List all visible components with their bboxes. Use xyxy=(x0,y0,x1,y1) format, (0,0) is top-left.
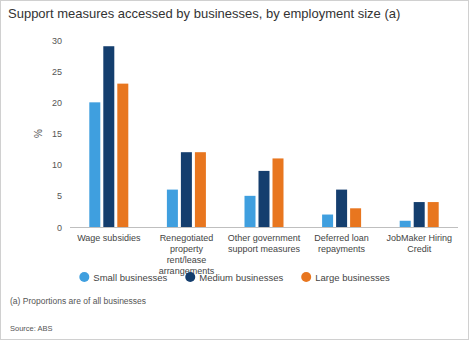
y-tick-label: 15 xyxy=(52,129,62,139)
annotation: (a) Proportions are of all businesses xyxy=(10,296,146,306)
bar xyxy=(428,202,439,227)
x-tick-label-line: JobMaker Hiring xyxy=(386,233,452,243)
y-tick-label: 30 xyxy=(52,36,62,46)
tick-mark xyxy=(67,40,70,41)
x-tick-label-line: Credit xyxy=(407,244,432,254)
y-tick-label: 20 xyxy=(52,98,62,108)
x-tick-label-line: Deferred loan xyxy=(314,233,369,243)
x-axis-line xyxy=(70,227,458,228)
legend-swatch xyxy=(185,272,195,282)
tick-mark xyxy=(67,133,70,134)
x-tick-label-line: Renegotiated xyxy=(160,233,214,243)
title: Support measures accessed by businesses,… xyxy=(8,6,400,21)
x-tick-label-line: repayments xyxy=(318,244,366,254)
legend-label: Small businesses xyxy=(93,272,167,283)
x-tick-label-line: Other government xyxy=(228,233,301,243)
y-tick-label: 10 xyxy=(52,160,62,170)
tick-mark xyxy=(67,102,70,103)
legend-swatch xyxy=(79,272,89,282)
bars xyxy=(89,46,438,227)
bar xyxy=(400,221,411,227)
tick-mark xyxy=(67,195,70,196)
y-axis-label: % xyxy=(33,129,44,138)
y-tick-label: 0 xyxy=(57,223,62,233)
x-tick-label-line: support measures xyxy=(228,244,301,254)
x-tick-label: JobMaker HiringCredit xyxy=(386,233,452,254)
bar xyxy=(181,152,192,227)
legend: Small businesses Medium businesses Large b… xyxy=(79,272,390,283)
y-tick-label: 25 xyxy=(52,67,62,77)
bar xyxy=(89,102,100,227)
legend-item: Small businesses xyxy=(79,272,167,283)
bar xyxy=(259,171,270,227)
legend-swatch xyxy=(301,272,311,282)
bar xyxy=(322,215,333,227)
frame xyxy=(1,1,469,340)
chart: Support measures accessed by businesses,… xyxy=(0,0,469,340)
legend-label: Medium businesses xyxy=(199,272,283,283)
x-tick-label-line: property xyxy=(170,244,204,254)
y-tick-label: 5 xyxy=(57,191,62,201)
bar xyxy=(195,152,206,227)
legend-item: Medium businesses xyxy=(185,272,283,283)
tick-mark xyxy=(67,227,70,228)
legend-item: Large businesses xyxy=(301,272,390,283)
x-tick-label: Renegotiatedpropertyrent/leasearrangemen… xyxy=(159,233,215,276)
bar xyxy=(245,196,256,227)
bar xyxy=(103,46,114,227)
bar xyxy=(167,190,178,227)
tick-mark xyxy=(67,164,70,165)
x-tick-label: Other governmentsupport measures xyxy=(228,233,301,254)
bar xyxy=(273,158,284,227)
bar xyxy=(117,84,128,227)
annotation: Source: ABS xyxy=(10,324,53,333)
legend-label: Large businesses xyxy=(315,272,390,283)
bar xyxy=(350,208,361,227)
x-tick-label-line: Wage subsidies xyxy=(77,233,141,243)
x-tick-label: Deferred loanrepayments xyxy=(314,233,369,254)
bar xyxy=(336,190,347,227)
tick-mark xyxy=(67,71,70,72)
x-tick-label: Wage subsidies xyxy=(77,233,141,243)
x-tick-label-line: rent/lease xyxy=(167,255,207,265)
bar xyxy=(414,202,425,227)
